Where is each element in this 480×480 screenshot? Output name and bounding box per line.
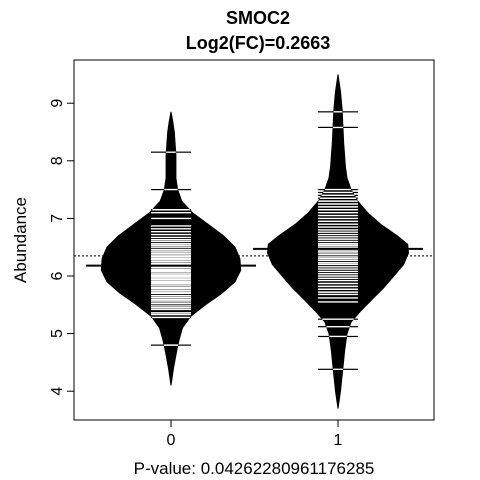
y-axis: 4 5 6 7 8 9 bbox=[49, 99, 75, 396]
y-tick-label: 5 bbox=[49, 329, 66, 338]
beans-layer bbox=[74, 74, 434, 409]
y-tick-label: 9 bbox=[49, 99, 66, 108]
x-tick-label: 1 bbox=[334, 432, 343, 449]
chart-title: SMOC2 bbox=[226, 8, 290, 28]
chart-subtitle: Log2(FC)=0.2663 bbox=[186, 33, 331, 53]
x-axis-label: P-value: 0.0426228096117628​5 bbox=[134, 459, 375, 478]
bean-group-0 bbox=[86, 111, 256, 386]
bean-group-1 bbox=[253, 74, 423, 409]
y-tick-label: 8 bbox=[49, 156, 66, 165]
y-axis-label: Abundance bbox=[11, 197, 30, 283]
bean-density-0 bbox=[100, 111, 242, 386]
x-tick-label: 0 bbox=[167, 432, 176, 449]
y-tick-label: 6 bbox=[49, 271, 66, 280]
y-tick-label: 7 bbox=[49, 214, 66, 223]
y-tick-label: 4 bbox=[49, 387, 66, 396]
